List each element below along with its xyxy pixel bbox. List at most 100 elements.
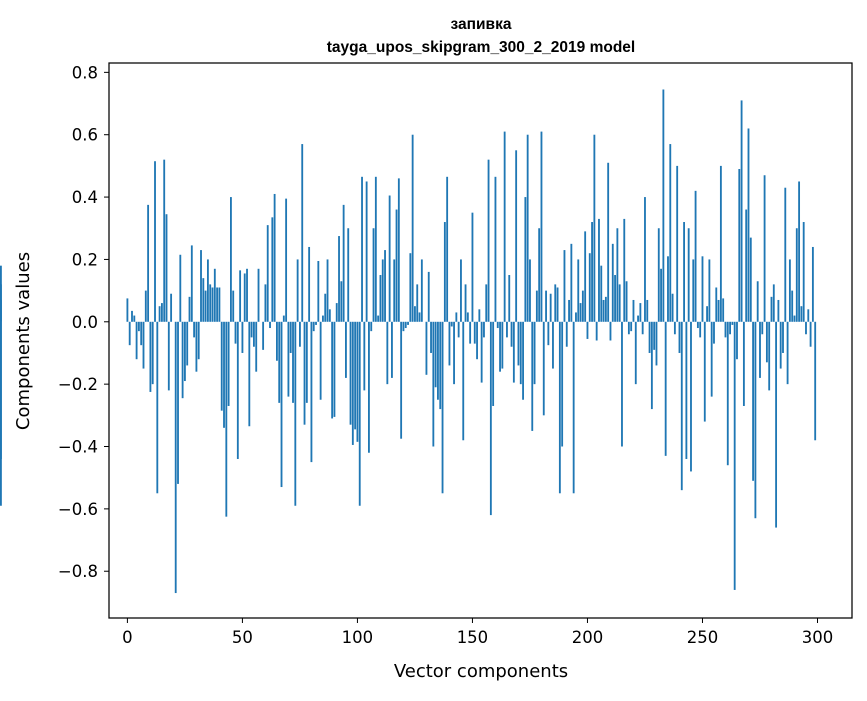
bar (584, 231, 587, 322)
bar (397, 178, 400, 322)
bar (188, 296, 191, 322)
bar (759, 321, 761, 378)
bar (142, 321, 145, 369)
bar (248, 321, 251, 427)
bar (195, 321, 198, 372)
bar (795, 228, 798, 322)
bar (430, 321, 432, 353)
bar (308, 246, 311, 322)
bar (282, 315, 285, 322)
bar (731, 321, 734, 325)
bar (386, 321, 389, 385)
bar (777, 299, 780, 322)
bar (278, 321, 281, 403)
bar (752, 321, 755, 481)
bars-group (0, 89, 817, 594)
y-tick-label: −0.6 (58, 500, 98, 519)
bar (586, 321, 589, 339)
bar (147, 204, 150, 322)
bar (529, 259, 531, 322)
bar (664, 321, 667, 456)
bar (407, 321, 409, 325)
bar (646, 299, 649, 322)
bar (660, 268, 662, 322)
bar (788, 259, 791, 322)
bar (717, 299, 720, 322)
bar (218, 287, 221, 322)
bar (326, 259, 329, 322)
bar (163, 159, 166, 322)
bar (335, 303, 338, 322)
bar (342, 204, 345, 322)
bar (706, 306, 708, 322)
bar (476, 321, 478, 360)
bar (414, 306, 416, 322)
bar (621, 321, 623, 447)
bar (230, 197, 232, 322)
x-tick-label: 300 (802, 628, 834, 647)
bar (738, 169, 741, 322)
bar (568, 299, 570, 322)
bar (669, 144, 672, 322)
bar (579, 303, 582, 322)
bar (225, 321, 228, 517)
bar (540, 131, 543, 322)
bar (462, 321, 465, 441)
bar (227, 321, 230, 406)
bar (384, 250, 386, 322)
bar (167, 321, 170, 391)
y-tick-label: −0.2 (58, 375, 98, 394)
bar (439, 321, 442, 410)
bar (807, 309, 810, 322)
bar (425, 321, 428, 375)
bar (784, 187, 787, 322)
bar (365, 181, 368, 322)
bar (174, 321, 177, 594)
bar (361, 176, 363, 322)
bar (471, 212, 474, 322)
bar (556, 287, 559, 322)
x-tick-label: 250 (687, 628, 719, 647)
bar (581, 290, 584, 322)
bar (575, 312, 577, 322)
bar (648, 321, 651, 353)
bar (630, 321, 633, 332)
bar (487, 159, 490, 322)
bar (609, 321, 612, 341)
bar (158, 306, 161, 322)
bar (690, 321, 692, 472)
bar (340, 281, 343, 322)
bar (416, 284, 419, 322)
y-tick-label: 0.0 (72, 313, 98, 332)
bar (450, 321, 453, 327)
bar (811, 246, 814, 322)
bar (680, 321, 683, 491)
bar (374, 176, 377, 322)
bar (303, 321, 306, 425)
bar (446, 176, 449, 322)
bar (287, 321, 290, 397)
bar (177, 321, 179, 484)
bar (512, 321, 515, 383)
bar (170, 293, 173, 322)
bar (685, 321, 688, 459)
bar (262, 321, 265, 350)
bar (722, 298, 725, 322)
bar (662, 89, 665, 322)
bar (137, 321, 140, 332)
chart-title: запивка (451, 16, 512, 33)
bar (391, 321, 393, 378)
bar (588, 253, 591, 322)
bar (149, 321, 152, 392)
bar (494, 176, 497, 322)
bar (508, 275, 511, 322)
bar (181, 321, 184, 399)
x-tick-label: 200 (572, 628, 604, 647)
bar (483, 321, 485, 338)
x-tick-label: 50 (232, 628, 253, 647)
bar (280, 321, 283, 488)
bar (625, 281, 628, 322)
bar (793, 315, 796, 322)
x-axis-label: Vector components (394, 661, 568, 682)
